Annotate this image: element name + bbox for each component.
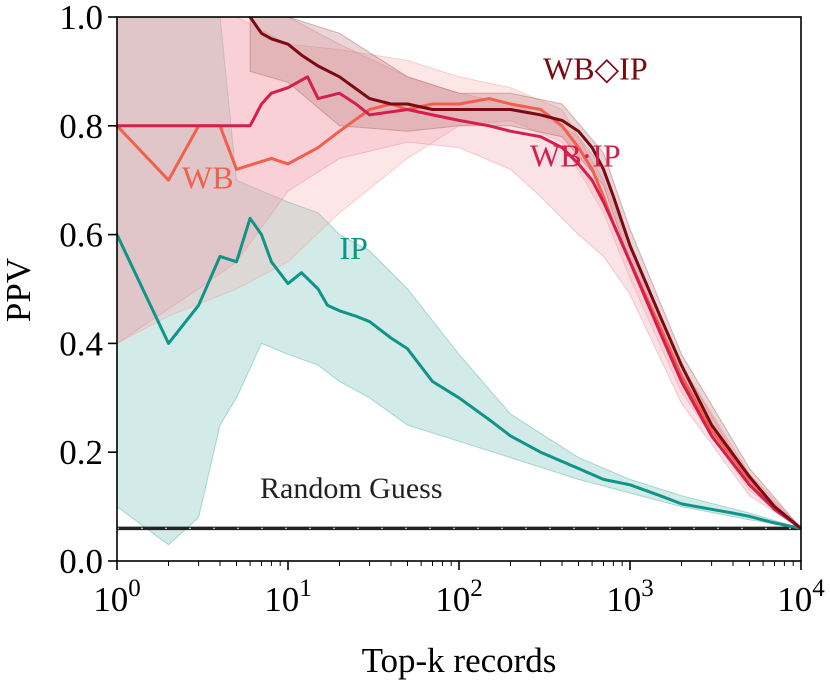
- y-tick-label: 0.0: [59, 542, 103, 581]
- y-axis-label: PPV: [0, 258, 38, 322]
- x-axis-ticks: 100 101 102 103 104: [93, 561, 825, 619]
- line-wb: [117, 97, 801, 530]
- line-wb-diamond-ip: [248, 17, 801, 530]
- y-tick-label: 0.2: [59, 433, 103, 472]
- line-wb-dot-ip: [117, 75, 801, 530]
- series-lines: [117, 17, 801, 530]
- line-ip: [117, 216, 801, 530]
- series-labels: IP WB WB·IP WB◇IP: [182, 51, 648, 267]
- x-tick-label-1: 101: [264, 575, 312, 619]
- band-wb-dot-ip: [117, 17, 801, 529]
- x-tick-label-0: 100: [93, 575, 141, 619]
- label-wb-dot-ip: WB·IP: [530, 138, 621, 174]
- label-wb: WB: [182, 159, 234, 195]
- label-ip: IP: [340, 230, 368, 266]
- y-tick-label: 0.6: [59, 216, 103, 255]
- x-tick-label-4: 104: [777, 575, 825, 619]
- x-axis-label: Top-k records: [362, 641, 557, 680]
- y-tick-label: 1.0: [59, 0, 103, 37]
- y-tick-label: 0.4: [59, 324, 103, 363]
- y-axis-ticks: 0.0 0.2 0.4 0.6 0.8 1.0: [59, 0, 117, 581]
- label-wb-diamond-ip: WB◇IP: [543, 51, 648, 87]
- confidence-bands: [117, 17, 801, 546]
- x-tick-label-2: 102: [435, 575, 483, 619]
- x-tick-label-3: 103: [606, 575, 654, 619]
- y-tick-label: 0.8: [59, 107, 103, 146]
- random-guess-label: Random Guess: [260, 472, 443, 505]
